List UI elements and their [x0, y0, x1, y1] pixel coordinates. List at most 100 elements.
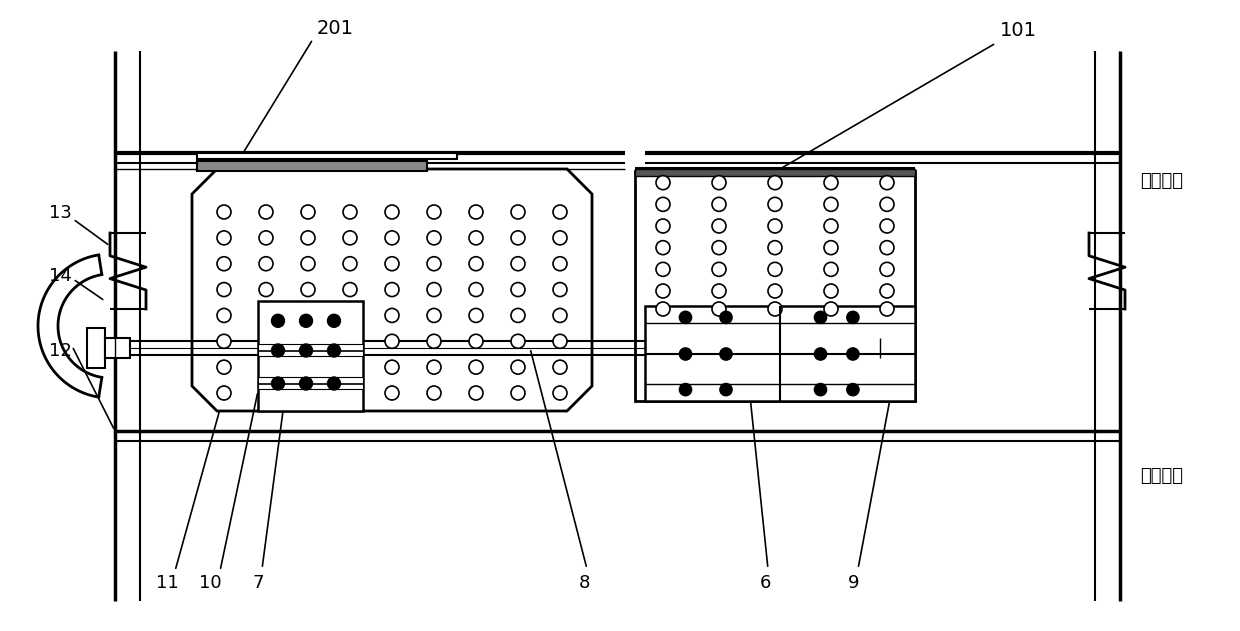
Circle shape — [384, 205, 399, 219]
Text: 11: 11 — [156, 574, 179, 592]
Circle shape — [825, 262, 838, 276]
Circle shape — [656, 175, 670, 190]
Circle shape — [680, 384, 692, 396]
Circle shape — [880, 262, 894, 276]
Circle shape — [847, 348, 859, 360]
Circle shape — [272, 314, 284, 327]
Circle shape — [880, 198, 894, 211]
Circle shape — [427, 334, 441, 348]
Circle shape — [343, 283, 357, 297]
Text: 201: 201 — [316, 18, 353, 37]
Bar — [635, 169, 915, 176]
Circle shape — [469, 257, 484, 271]
Circle shape — [272, 344, 284, 357]
Bar — [258, 301, 363, 411]
Circle shape — [511, 231, 525, 245]
Circle shape — [427, 283, 441, 297]
Circle shape — [511, 334, 525, 348]
Circle shape — [259, 360, 273, 374]
Circle shape — [300, 344, 312, 357]
Circle shape — [553, 360, 567, 374]
Circle shape — [384, 283, 399, 297]
Circle shape — [259, 205, 273, 219]
Circle shape — [301, 283, 315, 297]
Circle shape — [217, 360, 231, 374]
Circle shape — [511, 386, 525, 400]
Circle shape — [553, 205, 567, 219]
Circle shape — [327, 377, 341, 390]
Circle shape — [469, 386, 484, 400]
Circle shape — [427, 257, 441, 271]
Text: 8: 8 — [578, 574, 590, 592]
Circle shape — [768, 175, 782, 190]
Circle shape — [553, 386, 567, 400]
Text: 12: 12 — [48, 342, 72, 360]
Text: 7: 7 — [252, 574, 264, 592]
Bar — [105, 338, 130, 358]
Circle shape — [553, 334, 567, 348]
Circle shape — [825, 198, 838, 211]
Circle shape — [768, 219, 782, 233]
Circle shape — [656, 198, 670, 211]
Circle shape — [511, 257, 525, 271]
Circle shape — [825, 240, 838, 255]
Circle shape — [301, 360, 315, 374]
Circle shape — [656, 219, 670, 233]
Text: 6: 6 — [759, 574, 771, 592]
Circle shape — [427, 231, 441, 245]
Circle shape — [680, 348, 692, 360]
Circle shape — [217, 309, 231, 322]
Circle shape — [880, 219, 894, 233]
Circle shape — [469, 283, 484, 297]
Circle shape — [259, 334, 273, 348]
Circle shape — [343, 386, 357, 400]
Circle shape — [815, 348, 827, 360]
Circle shape — [384, 231, 399, 245]
Circle shape — [768, 198, 782, 211]
Circle shape — [217, 205, 231, 219]
Circle shape — [511, 360, 525, 374]
Circle shape — [880, 302, 894, 316]
Circle shape — [511, 309, 525, 322]
Circle shape — [825, 219, 838, 233]
Circle shape — [301, 257, 315, 271]
Circle shape — [720, 348, 732, 360]
Circle shape — [259, 309, 273, 322]
Bar — [635, 171, 915, 401]
Circle shape — [720, 384, 732, 396]
Circle shape — [343, 309, 357, 322]
Bar — [197, 161, 427, 171]
Circle shape — [768, 284, 782, 298]
Circle shape — [384, 257, 399, 271]
Circle shape — [712, 302, 725, 316]
Circle shape — [712, 240, 725, 255]
Circle shape — [880, 240, 894, 255]
Circle shape — [217, 231, 231, 245]
Circle shape — [301, 309, 315, 322]
Circle shape — [656, 302, 670, 316]
Circle shape — [217, 283, 231, 297]
Circle shape — [300, 377, 312, 390]
Circle shape — [300, 314, 312, 327]
Circle shape — [680, 312, 692, 324]
Bar — [197, 153, 458, 159]
Circle shape — [712, 219, 725, 233]
Circle shape — [469, 205, 484, 219]
Text: 钢梁外侧: 钢梁外侧 — [1140, 172, 1183, 190]
Circle shape — [301, 231, 315, 245]
Text: 钢梁内侧: 钢梁内侧 — [1140, 467, 1183, 485]
Text: 9: 9 — [848, 574, 859, 592]
Bar — [258, 377, 363, 389]
Circle shape — [259, 283, 273, 297]
Circle shape — [343, 205, 357, 219]
Circle shape — [384, 309, 399, 322]
Text: 10: 10 — [198, 574, 221, 592]
Circle shape — [469, 309, 484, 322]
Circle shape — [301, 334, 315, 348]
Circle shape — [656, 240, 670, 255]
Circle shape — [825, 284, 838, 298]
Circle shape — [553, 257, 567, 271]
Circle shape — [469, 334, 484, 348]
Circle shape — [712, 262, 725, 276]
Circle shape — [656, 284, 670, 298]
